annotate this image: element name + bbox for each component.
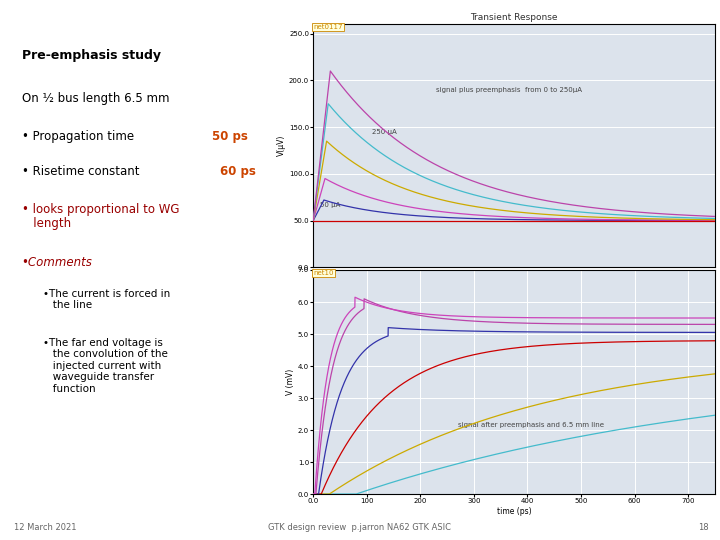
Text: Pre-emphasis study: Pre-emphasis study bbox=[22, 49, 161, 62]
Text: 50 ps: 50 ps bbox=[212, 130, 248, 143]
Text: 250 μA: 250 μA bbox=[372, 129, 397, 134]
Y-axis label: V (mV): V (mV) bbox=[286, 369, 295, 395]
Text: 60 ps: 60 ps bbox=[220, 165, 256, 178]
Text: •The current is forced in
   the line: •The current is forced in the line bbox=[43, 289, 171, 310]
Text: signal after preemphasis and 6.5 mm line: signal after preemphasis and 6.5 mm line bbox=[458, 422, 604, 428]
Text: • looks proportional to WG
   length: • looks proportional to WG length bbox=[22, 202, 179, 231]
Text: • Propagation time: • Propagation time bbox=[22, 130, 138, 143]
Text: •Comments: •Comments bbox=[22, 256, 92, 269]
X-axis label: time (ps): time (ps) bbox=[497, 507, 531, 516]
Text: net0117: net0117 bbox=[313, 24, 343, 30]
Text: signal plus preemphasis  from 0 to 250μA: signal plus preemphasis from 0 to 250μA bbox=[436, 86, 582, 92]
Title: Transient Response: Transient Response bbox=[470, 13, 558, 22]
Text: 18: 18 bbox=[698, 523, 709, 532]
Text: On ½ bus length 6.5 mm: On ½ bus length 6.5 mm bbox=[22, 92, 169, 105]
Text: •The far end voltage is
   the convolution of the
   injected current with
   wa: •The far end voltage is the convolution … bbox=[43, 338, 168, 394]
Text: 12 March 2021: 12 March 2021 bbox=[14, 523, 77, 532]
Text: GTK design review  p.jarron NA62 GTK ASIC: GTK design review p.jarron NA62 GTK ASIC bbox=[269, 523, 451, 532]
Y-axis label: V(μV): V(μV) bbox=[277, 135, 286, 157]
Text: • Risetime constant: • Risetime constant bbox=[22, 165, 143, 178]
Text: 50 μA: 50 μA bbox=[320, 201, 340, 207]
Text: net10: net10 bbox=[313, 270, 333, 276]
